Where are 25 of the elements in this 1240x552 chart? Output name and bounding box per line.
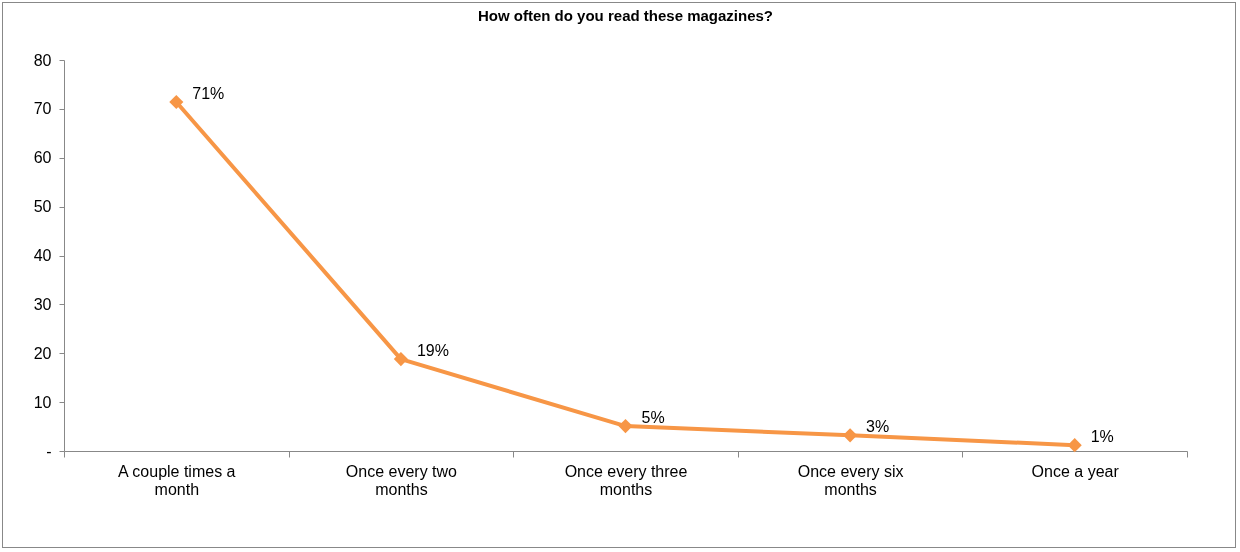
- y-tick-label: 10: [33, 393, 52, 411]
- chart-title: How often do you read these magazines?: [477, 7, 774, 24]
- y-tick-label: 50: [33, 198, 52, 216]
- point: [843, 428, 858, 443]
- y-tick-label: -: [46, 442, 52, 460]
- x-tick-label: Once every three months: [564, 462, 688, 498]
- data-label: 71%: [192, 85, 225, 103]
- y-tick-label: 80: [33, 51, 52, 69]
- point: [618, 419, 633, 434]
- data-label: 3%: [866, 418, 890, 436]
- y-tick-label: 60: [33, 149, 52, 167]
- x-tick-label: A couple times a month: [118, 462, 236, 498]
- x-tick-label: Once every two months: [345, 462, 458, 498]
- data-label: 1%: [1090, 428, 1114, 446]
- point: [393, 352, 408, 367]
- data-label: 5%: [641, 409, 665, 427]
- data-label: 19%: [416, 342, 449, 360]
- y-tick-label: 40: [33, 247, 52, 264]
- x-tick-label: Once every six months: [797, 462, 904, 498]
- x-tick-label: Once a year: [1031, 462, 1120, 480]
- point: [1067, 438, 1082, 453]
- y-tick-label: 70: [33, 100, 52, 118]
- y-tick-label: 20: [33, 344, 52, 362]
- y-tick-label: 30: [33, 295, 52, 313]
- point: [169, 94, 184, 110]
